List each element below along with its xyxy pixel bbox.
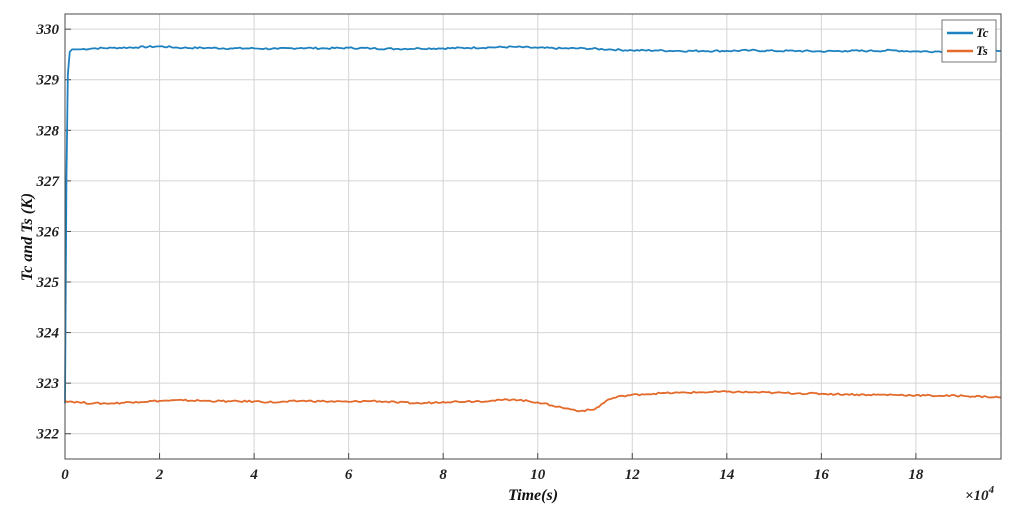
x-tick-label-1: 2	[155, 467, 164, 483]
x-tick-label-2: 4	[249, 467, 258, 483]
y-tick-label-5: 327	[36, 174, 60, 190]
x-multiplier-exponent: 4	[988, 484, 995, 496]
x-tick-label-5: 10	[530, 467, 546, 483]
y-tick-label-3: 325	[36, 275, 60, 291]
plot-frame	[64, 13, 1002, 460]
x-tick-label-9: 18	[908, 467, 924, 483]
legend-label-ts: Ts	[976, 43, 988, 58]
legend: Tc Ts	[941, 19, 997, 63]
legend-box	[941, 19, 997, 63]
legend-label-tc: Tc	[976, 25, 989, 40]
series-lines	[64, 45, 1002, 413]
y-tick-label-4: 326	[36, 224, 60, 240]
x-axis-label: Time(s)	[508, 487, 558, 504]
y-tick-label-2: 324	[36, 326, 60, 342]
grid-lines	[65, 14, 1001, 459]
y-axis-label: Tc and Ts (K)	[19, 193, 36, 281]
x-multiplier: ×104	[965, 484, 995, 504]
series-line-tc	[64, 45, 1002, 404]
x-tick-label-4: 8	[439, 467, 447, 483]
plot-background	[65, 14, 1001, 459]
y-tick-label-1: 323	[36, 376, 60, 392]
y-tick-label-6: 328	[36, 123, 60, 139]
x-tick-label-8: 16	[814, 467, 830, 483]
y-tick-label-0: 322	[36, 427, 60, 443]
x-tick-label-3: 6	[345, 467, 353, 483]
axis-ticks: 0 2 4 6 8 10 12 14 16 18 322 323 324 325 326 327 328 329 3…	[36, 22, 924, 483]
y-tick-label-7: 329	[36, 73, 60, 89]
y-tick-label-8: 330	[36, 22, 60, 38]
x-tick-label-7: 14	[719, 467, 735, 483]
series-line-ts	[64, 390, 1002, 413]
x-tick-label-0: 0	[61, 467, 69, 483]
x-tick-label-6: 12	[625, 467, 641, 483]
x-multiplier-base: ×10	[965, 488, 989, 504]
